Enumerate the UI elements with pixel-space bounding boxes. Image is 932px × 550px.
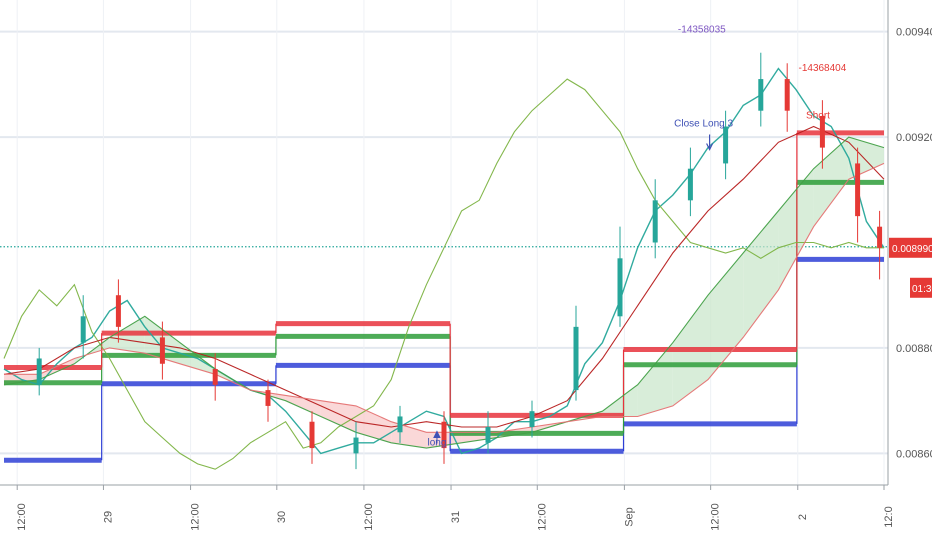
x-tick-label: 12:00 — [536, 503, 548, 531]
candle-body — [159, 337, 165, 364]
cloud-segment — [743, 210, 779, 338]
candle[interactable] — [573, 305, 579, 401]
candle[interactable] — [529, 400, 535, 438]
x-tick-label: 12:00 — [190, 503, 202, 531]
x-tick-label: 12:00 — [363, 503, 375, 531]
candle[interactable] — [353, 421, 359, 470]
last-price-label: 0.00899000 — [892, 244, 932, 255]
candle-body — [441, 421, 447, 449]
candle-body — [687, 168, 693, 201]
countdown-label: 01:30 — [912, 284, 932, 295]
candle-body — [855, 163, 861, 217]
annotation-label: Short — [806, 111, 830, 122]
cloud-segment — [778, 168, 814, 290]
axes-layer: 0.00940000 0.00920000 0.00880000 0.00860000… — [0, 0, 932, 531]
y-tick-label: 0.00860000 — [896, 448, 932, 460]
candles-layer — [36, 52, 883, 470]
candle[interactable] — [485, 411, 491, 454]
candle[interactable] — [784, 63, 790, 132]
long-arrow-icon — [433, 430, 441, 444]
candle-body — [265, 390, 271, 406]
candle[interactable] — [877, 210, 883, 280]
candle[interactable] — [652, 179, 658, 259]
close-long-arrow-icon — [706, 134, 714, 151]
annotation-label: -14358035 — [678, 25, 726, 36]
candle-body — [529, 411, 535, 428]
candle[interactable] — [309, 411, 315, 464]
cloud-segment — [637, 342, 673, 417]
candle[interactable] — [617, 226, 623, 327]
x-tick-label: 31 — [450, 511, 462, 523]
annotation-label: -14368404 — [798, 63, 846, 74]
candle-body — [485, 427, 491, 443]
candle[interactable] — [441, 411, 447, 464]
ichimoku-cloud-layer — [4, 137, 884, 449]
level-line — [4, 256, 884, 463]
candle-body — [819, 115, 825, 148]
x-tick-label: 29 — [102, 511, 114, 523]
series-line-chikou[interactable] — [3, 78, 884, 470]
y-tick-label: 0.00920000 — [896, 132, 932, 144]
candle-body — [758, 79, 764, 111]
candle[interactable] — [855, 147, 861, 243]
y-tick-label: 0.00940000 — [896, 27, 932, 39]
candle-body — [115, 295, 121, 327]
x-tick-label: 12:0 — [883, 506, 895, 527]
candle[interactable] — [819, 100, 825, 169]
candle[interactable] — [212, 353, 218, 401]
candle[interactable] — [723, 110, 729, 180]
cloud-segment — [708, 253, 744, 380]
candle-body — [723, 126, 729, 164]
countdown-tag — [910, 277, 932, 298]
candle-body — [877, 226, 883, 248]
candle-body — [573, 326, 579, 391]
candle-body — [309, 421, 315, 449]
x-tick-label: 12:00 — [16, 503, 28, 531]
candle[interactable] — [159, 321, 165, 380]
cloud-segment — [602, 384, 638, 417]
candle-body — [80, 316, 86, 343]
x-tick-label: 2 — [797, 514, 809, 520]
x-tick-label: 30 — [276, 511, 288, 523]
candle-body — [397, 416, 403, 433]
last-price-tag — [889, 237, 932, 258]
candle-body — [353, 437, 359, 454]
candle[interactable] — [80, 295, 86, 359]
candle-body — [36, 358, 42, 385]
level-line — [4, 179, 884, 436]
x-tick-label: Sep — [623, 507, 635, 527]
candle[interactable] — [115, 279, 121, 343]
annotation-label: Close Long 3 — [674, 119, 733, 130]
x-tick-label: 12:00 — [710, 503, 722, 531]
candle[interactable] — [36, 347, 42, 396]
candle[interactable] — [687, 147, 693, 217]
candle[interactable] — [758, 52, 764, 127]
candle-body — [784, 79, 790, 111]
candle[interactable] — [397, 405, 403, 443]
cloud-segment — [320, 400, 356, 433]
candle[interactable] — [265, 379, 271, 422]
y-tick-label: 0.00880000 — [896, 343, 932, 355]
candle-body — [652, 200, 658, 243]
candle-body — [617, 258, 623, 317]
candle-body — [212, 369, 218, 385]
